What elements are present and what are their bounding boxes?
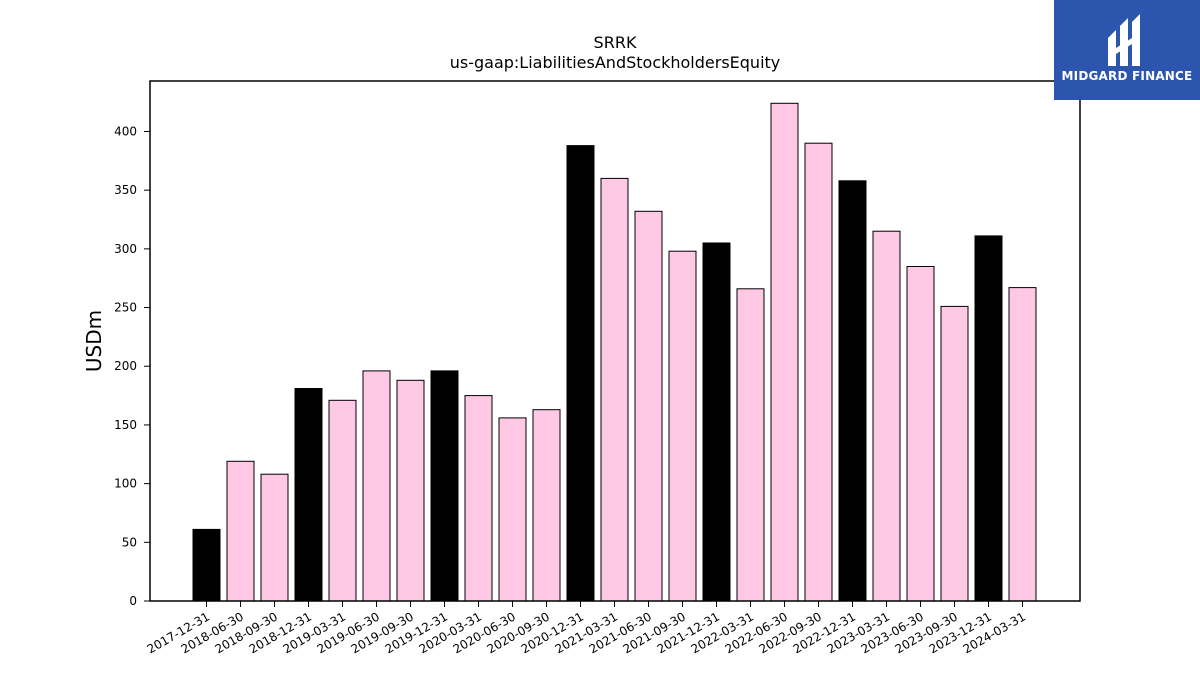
y-tick-label: 400 — [114, 124, 137, 138]
y-tick-label: 200 — [114, 359, 137, 373]
midgard-logo-icon — [1108, 14, 1140, 66]
bar-2020-09-30 — [532, 409, 561, 602]
bar-2023-09-30 — [940, 305, 969, 602]
bar-2019-03-31 — [328, 399, 357, 602]
bar-2020-12-31 — [566, 145, 595, 602]
bar-2024-03-31 — [1008, 287, 1037, 602]
y-tick-label: 50 — [122, 535, 137, 549]
y-tick-label: 0 — [129, 594, 137, 608]
bar-2021-12-31 — [702, 242, 731, 602]
bars-group — [192, 102, 1037, 602]
y-axis-ticks: 0 50 100 150 200 250 300 350 400 — [114, 124, 150, 608]
bar-2022-12-31 — [838, 180, 867, 602]
bar-2018-06-30 — [226, 460, 255, 602]
bar-2019-12-31 — [430, 370, 459, 602]
bar-2023-03-31 — [872, 230, 901, 602]
plot-frame — [149, 80, 1081, 602]
y-tick-label: 250 — [114, 301, 137, 315]
bar-2022-03-31 — [736, 288, 765, 602]
bar-2022-09-30 — [804, 142, 833, 602]
y-axis-label: USDm — [82, 310, 106, 372]
y-tick-label: 100 — [114, 477, 137, 491]
bar-2018-12-31 — [294, 388, 323, 602]
bar-2020-06-30 — [498, 417, 527, 602]
bar-2021-09-30 — [668, 250, 697, 602]
brand-logo: MIDGARD FINANCE — [1054, 0, 1200, 100]
chart-title: SRRK — [594, 33, 637, 52]
bar-2017-12-31 — [192, 528, 221, 602]
chart-subtitle: us-gaap:LiabilitiesAndStockholdersEquity — [450, 53, 781, 72]
bar-2023-12-31 — [974, 235, 1003, 602]
bar-2018-09-30 — [260, 473, 289, 602]
bar-2019-09-30 — [396, 379, 425, 602]
y-tick-label: 350 — [114, 183, 137, 197]
y-tick-label: 150 — [114, 418, 137, 432]
bar-2022-06-30 — [770, 102, 799, 602]
bar-2021-06-30 — [634, 210, 663, 602]
bar-2021-03-31 — [600, 177, 629, 602]
bar-2023-06-30 — [906, 266, 935, 602]
x-axis-ticks: 2017-12-312018-06-302018-09-302018-12-31… — [145, 601, 1028, 656]
bar-2020-03-31 — [464, 395, 493, 602]
y-tick-label: 300 — [114, 242, 137, 256]
bar-2019-06-30 — [362, 370, 391, 602]
brand-name: MIDGARD FINANCE — [1061, 69, 1193, 83]
